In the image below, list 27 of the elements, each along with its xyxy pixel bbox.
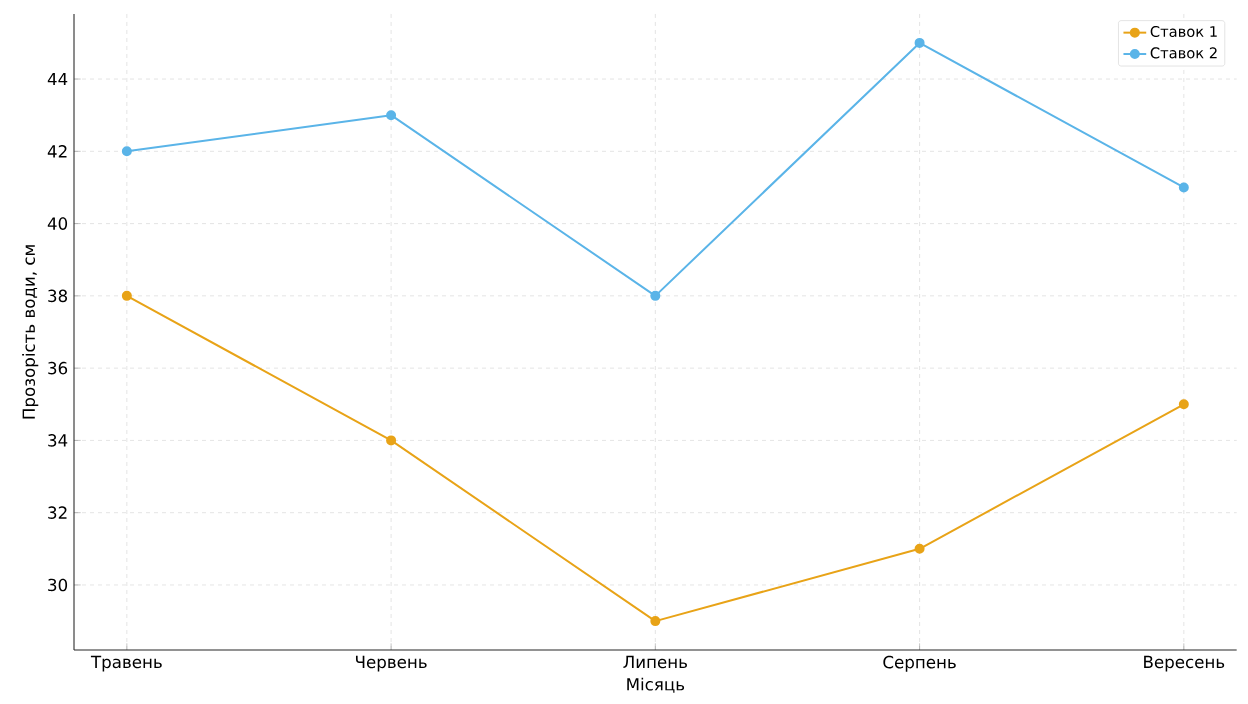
x-tick-label: Вересень [1144, 655, 1225, 672]
y-axis-title: Прозорість води, см [22, 245, 39, 419]
y-tick-label: 34 [48, 434, 68, 447]
x-axis-title: Місяць [627, 677, 685, 693]
point [386, 435, 397, 446]
y-tick-label: 40 [47, 217, 68, 230]
y-tick-label: 36 [48, 361, 68, 375]
y-tick-label: 38 [48, 289, 68, 303]
point [1178, 182, 1189, 193]
y-tick-label: 32 [48, 506, 67, 519]
y-tick-label: 30 [48, 578, 68, 592]
point [914, 543, 925, 554]
x-tick-label: Липень [623, 655, 687, 669]
point [650, 290, 661, 301]
y-tick-label: 42 [47, 145, 67, 158]
legend-label: Ставок 1 [1150, 25, 1217, 38]
point [121, 146, 132, 157]
point [1178, 399, 1189, 410]
x-tick-label: Травень [90, 655, 162, 672]
point [914, 37, 925, 48]
point [386, 110, 397, 121]
x-tick-label: Серпень [883, 655, 956, 672]
legend-label: Ставок 2 [1150, 47, 1217, 59]
y-tick-label: 44 [47, 72, 68, 86]
point [650, 616, 661, 627]
point [121, 290, 132, 301]
x-tick-label: Червень [355, 655, 427, 672]
